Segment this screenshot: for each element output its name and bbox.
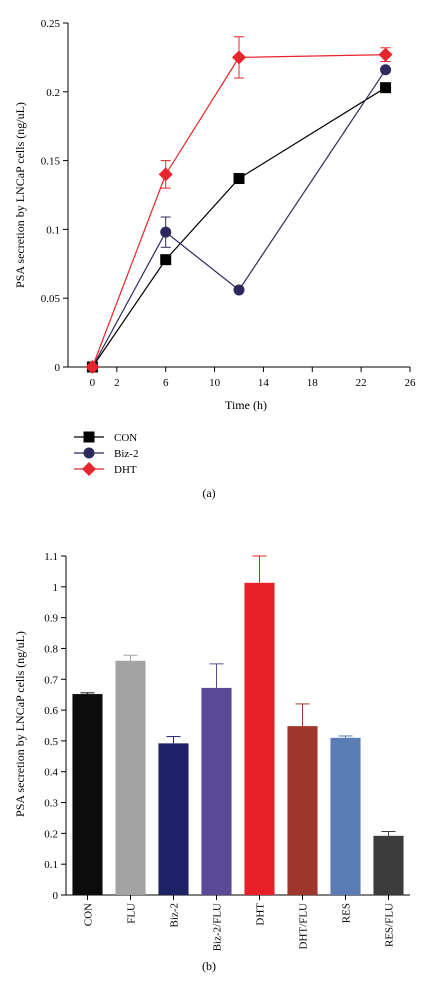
chart-b-y-tick-label: 0	[53, 890, 59, 902]
chart-b-bar-group: RES/FLU	[373, 831, 404, 947]
chart-b-bar	[158, 743, 189, 895]
chart-b-bar-group: Biz-2	[158, 736, 189, 927]
chart-b-category-label: FLU	[126, 903, 138, 924]
chart-a-series-dht	[85, 36, 393, 374]
chart-b-category-label: Biz-2	[169, 903, 181, 927]
chart-b-bar-group: CON	[72, 692, 103, 926]
chart-b-bar-group: DHT	[244, 555, 275, 926]
chart-b-bar-group: Biz-2/FLU	[201, 663, 232, 951]
chart-a-data-point	[232, 50, 246, 65]
chart-b-y-tick-label: 0.2	[44, 828, 58, 840]
chart-b-y-label: PSA secretion by LNCaP cells (ng/uL)	[13, 631, 27, 817]
chart-a-x-label: Time (h)	[225, 398, 267, 412]
chart-b-bar	[244, 582, 275, 895]
chart-a-data-point	[160, 254, 172, 266]
chart-b-y-tick-label: 1	[53, 582, 59, 594]
chart-b-bar	[330, 737, 361, 895]
chart-a-series-line	[91, 54, 386, 368]
chart-b-y-tick-label: 0.8	[44, 643, 58, 655]
chart-a-legend: CON Biz-2 DHT	[74, 431, 138, 476]
chart-a-data-point	[378, 47, 393, 62]
chart-b-category-label: DHT	[255, 903, 267, 926]
chart-b-category-label: CON	[83, 903, 95, 926]
panel-a-label: (a)	[202, 486, 215, 500]
chart-a-x-tick-label: 2	[114, 377, 120, 389]
chart-b-bar	[373, 835, 404, 895]
chart-a-legend-label: DHT	[114, 464, 137, 476]
chart-a-x-tick-label: 6	[163, 377, 169, 389]
chart-a-series-biz-2	[86, 64, 392, 373]
chart-a-data-point	[158, 167, 173, 182]
chart-a-legend-label: CON	[114, 432, 137, 444]
chart-b-bar	[201, 687, 232, 895]
chart-a-x-tick-label: 26	[405, 377, 417, 389]
chart-a-legend-item: CON	[74, 431, 137, 444]
chart-a-x-tick-label: 0	[90, 377, 96, 389]
chart-a-legend-item: Biz-2	[74, 447, 138, 460]
chart-b: 0 0.1 0.2 0.3 0.4 0.5 0.6 0.7 0.8 0.9 1 1.1 CON FLU B…	[13, 551, 410, 973]
chart-a-legend-marker	[83, 431, 95, 443]
chart-b-bar-group: FLU	[115, 654, 146, 924]
chart-a-legend-item: DHT	[74, 462, 137, 476]
chart-b-y-tick-label: 0.7	[44, 674, 58, 686]
chart-a-y-tick-label: 0.1	[46, 224, 60, 236]
chart-b-bar	[72, 694, 103, 895]
chart-a-x-tick-label: 18	[307, 377, 319, 389]
chart-b-category-label: DHT/FLU	[298, 903, 310, 950]
chart-a-y-tick-label: 0.05	[41, 293, 61, 305]
chart-a-legend-marker	[83, 447, 95, 459]
chart-a-legend-label: Biz-2	[114, 448, 138, 460]
chart-a-series-con	[86, 82, 392, 373]
chart-b-y-tick-label: 0.4	[44, 767, 58, 779]
chart-b-category-label: RES/FLU	[384, 903, 396, 947]
chart-b-y-tick-label: 0.1	[44, 859, 58, 871]
chart-a-data-point	[85, 360, 100, 374]
chart-b-category-label: RES	[341, 903, 353, 923]
chart-a-data-point	[380, 64, 392, 76]
chart-b-y-tick-label: 0.9	[44, 613, 58, 625]
chart-b-y-tick-label: 0.5	[44, 736, 58, 748]
chart-a-data-point	[160, 226, 172, 238]
chart-a-y-tick-label: 0	[55, 362, 61, 374]
chart-a-x-tick-label: 14	[258, 377, 270, 389]
chart-b-bar	[287, 726, 318, 895]
chart-b-bar-group: RES	[330, 735, 361, 923]
chart-b-y-tick-label: 0.3	[44, 798, 58, 810]
chart-b-y-tick-label: 0.6	[44, 705, 58, 717]
chart-a-data-point	[233, 172, 245, 184]
chart-a-series-line	[91, 69, 387, 368]
chart-a-y-tick-label: 0.25	[41, 18, 61, 30]
chart-b-bar-group: DHT/FLU	[287, 703, 318, 950]
chart-a-y-tick-label: 0.15	[41, 156, 61, 168]
chart-b-bar	[115, 660, 146, 895]
chart-a-y-tick-label: 0.2	[46, 87, 60, 99]
chart-a-legend-marker	[82, 462, 96, 476]
chart-a-y-label: PSA secretion by LNCaP cells (ng/uL)	[13, 102, 27, 288]
chart-b-category-label: Biz-2/FLU	[212, 903, 224, 951]
chart-a-data-point	[233, 284, 245, 296]
chart-a-series-line	[91, 87, 386, 368]
chart-a-data-point	[380, 82, 392, 94]
panel-b-label: (b)	[202, 959, 216, 973]
chart-b-y-tick-label: 1.1	[44, 551, 58, 563]
chart-a-x-tick-label: 22	[356, 377, 367, 389]
chart-a-x-tick-label: 10	[209, 377, 221, 389]
